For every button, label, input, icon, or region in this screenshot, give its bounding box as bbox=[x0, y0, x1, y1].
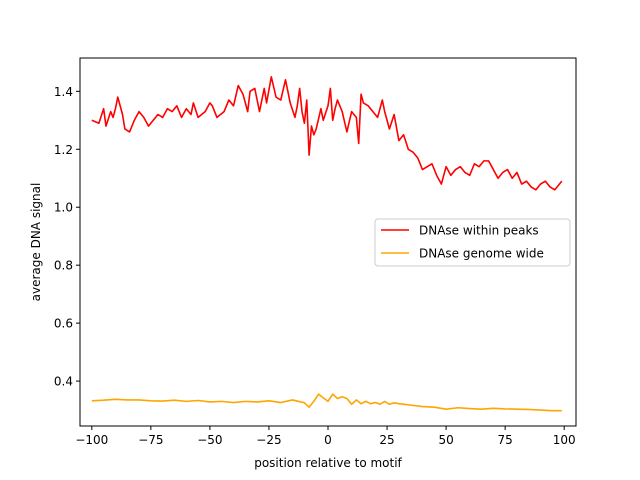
x-tick-label: 50 bbox=[438, 433, 453, 447]
y-axis: 0.4 0.6 0.8 1.0 1.2 1.4 bbox=[54, 85, 80, 389]
y-axis-label: average DNA signal bbox=[29, 183, 43, 302]
x-tick-label: −75 bbox=[138, 433, 163, 447]
legend: DNAse within peaks DNAse genome wide bbox=[374, 218, 571, 267]
legend-label-within-peaks: DNAse within peaks bbox=[419, 224, 539, 238]
series-line-genome-wide bbox=[91, 393, 562, 412]
x-tick-label: 0 bbox=[324, 433, 332, 447]
series-line-within-peaks bbox=[91, 76, 563, 191]
x-axis: −100 −75 −50 −25 0 25 50 75 100 bbox=[75, 426, 576, 447]
x-tick-label: −25 bbox=[256, 433, 281, 447]
x-tick-label: 100 bbox=[553, 433, 576, 447]
y-tick-label: 1.2 bbox=[54, 143, 73, 157]
x-tick-label: 75 bbox=[498, 433, 513, 447]
y-tick-label: 0.8 bbox=[54, 259, 73, 273]
x-axis-label: position relative to motif bbox=[254, 456, 402, 470]
x-tick-label: −50 bbox=[197, 433, 222, 447]
legend-box bbox=[374, 218, 571, 267]
y-tick-label: 1.0 bbox=[54, 201, 73, 215]
legend-label-genome-wide: DNAse genome wide bbox=[419, 247, 544, 261]
y-tick-label: 0.6 bbox=[54, 317, 73, 331]
x-tick-label: 25 bbox=[379, 433, 394, 447]
plot-area bbox=[91, 76, 563, 412]
x-tick-label: −100 bbox=[75, 433, 108, 447]
y-tick-label: 0.4 bbox=[54, 375, 73, 389]
y-tick-label: 1.4 bbox=[54, 85, 73, 99]
